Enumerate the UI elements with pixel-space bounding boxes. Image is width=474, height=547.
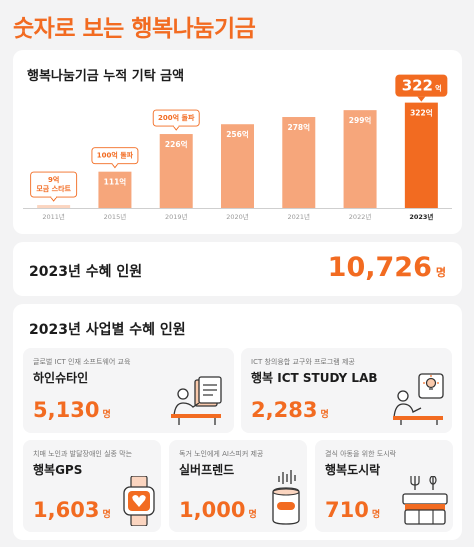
student-lightbulb-icon bbox=[393, 373, 444, 425]
x-tick-label-4: 2021년 bbox=[288, 212, 311, 221]
program-card-happy-lunchbox: 결식 아동을 위한 도시락 행복도시락 710 명 bbox=[315, 440, 453, 532]
chart-card: 2011년 111억 2015년 226억 2019년 256억 2020년 278억 2021… bbox=[13, 50, 462, 234]
bar-value-label-5: 299억 bbox=[349, 115, 372, 125]
milestone-pointer-2 bbox=[172, 125, 180, 131]
milestone-text-2-0: 200억 돌파 bbox=[158, 113, 195, 122]
program-value-unit: 명 bbox=[371, 510, 381, 520]
program-card-silver-friend: 독거 노인에게 AI스피커 제공 실버프렌드 1,000 명 bbox=[169, 440, 307, 532]
bar-2 bbox=[159, 134, 193, 208]
program-name: 행복GPS bbox=[33, 463, 83, 477]
bar-6 bbox=[404, 102, 438, 208]
x-tick-label-3: 2020년 bbox=[226, 212, 249, 221]
program-value-number: 2,283 bbox=[251, 398, 318, 422]
program-value-number: 1,000 bbox=[179, 498, 246, 522]
program-beneficiaries-title: 2023년 사업별 수혜 인원 bbox=[29, 322, 186, 338]
program-card-happy-gps: 치매 노인과 발달장애인 실종 막는 행복GPS 1,603 명 bbox=[23, 440, 161, 532]
milestone-text-0-0: 9억 bbox=[48, 175, 59, 184]
program-desc: 글로벌 ICT 인재 소프트웨어 교육 bbox=[33, 358, 131, 366]
program-desc: ICT 창의융합 교구와 프로그램 제공 bbox=[251, 358, 355, 366]
program-value-number: 5,130 bbox=[33, 398, 100, 422]
program-value-unit: 명 bbox=[102, 510, 111, 520]
program-value-unit: 명 bbox=[248, 510, 257, 520]
page-title: 숫자로 보는 행복나눔기금 bbox=[13, 16, 256, 42]
program-name: 행복도시락 bbox=[325, 463, 381, 477]
x-tick-label-0: 2011년 bbox=[42, 212, 65, 221]
program-desc: 독거 노인에게 AI스피커 제공 bbox=[179, 450, 264, 458]
highlight-value: 322 bbox=[402, 77, 433, 95]
program-value: 5,130 명 bbox=[33, 398, 111, 422]
program-name: 하인슈타인 bbox=[33, 371, 89, 385]
lunchbox-icon bbox=[402, 476, 448, 525]
bar-value-label-6: 322억 bbox=[410, 108, 433, 118]
bar-value-label-3: 256억 bbox=[226, 129, 249, 139]
program-value: 1,000 명 bbox=[179, 498, 257, 522]
program-desc: 치매 노인과 발달장애인 실종 막는 bbox=[33, 450, 133, 458]
program-value-unit: 명 bbox=[102, 410, 111, 420]
program-value-number: 710 bbox=[325, 498, 369, 522]
program-card-hainstein: 글로벌 ICT 인재 소프트웨어 교육 하인슈타인 5,130 명 bbox=[23, 348, 234, 433]
milestone-pointer-1 bbox=[111, 163, 119, 169]
bar-value-label-1: 111억 bbox=[104, 177, 127, 187]
program-name: 실버프렌드 bbox=[179, 463, 235, 477]
x-tick-label-5: 2022년 bbox=[349, 212, 372, 221]
program-name: 행복 ICT STUDY LAB bbox=[251, 371, 378, 385]
teacher-board-icon bbox=[171, 376, 222, 425]
program-card-ict-study-lab: ICT 창의융합 교구와 프로그램 제공 행복 ICT STUDY LAB 2,… bbox=[241, 348, 452, 433]
milestone-pointer-0 bbox=[50, 196, 58, 202]
total-beneficiaries-card: 2023년 수혜 인원 10,726 명 bbox=[13, 242, 462, 296]
gps-watch-icon bbox=[123, 476, 155, 526]
x-tick-label-2: 2019년 bbox=[165, 212, 188, 221]
chart-title: 행복나눔기금 누적 기탁 금액 bbox=[27, 69, 185, 84]
bar-4 bbox=[282, 117, 316, 208]
program-beneficiaries-card: 2023년 사업별 수혜 인원 글로벌 ICT 인재 소프트웨어 교육 하인슈타… bbox=[13, 304, 462, 540]
bar-value-label-4: 278억 bbox=[288, 122, 311, 132]
highlight-badge bbox=[395, 74, 448, 97]
cumulative-donation-chart: 2011년 111억 2015년 226억 2019년 256억 2020년 278억 2021… bbox=[23, 74, 452, 221]
program-value: 2,283 명 bbox=[251, 398, 329, 422]
bar-5 bbox=[343, 110, 377, 208]
program-value-number: 1,603 bbox=[33, 498, 100, 522]
x-tick-label-6: 2023년 bbox=[409, 212, 433, 221]
total-beneficiaries-title: 2023년 수혜 인원 bbox=[29, 264, 143, 280]
highlight-unit: 억 bbox=[435, 84, 441, 93]
total-value-unit: 명 bbox=[435, 266, 446, 279]
bar-0 bbox=[37, 205, 71, 208]
highlight-badge-pointer bbox=[417, 96, 426, 102]
milestone-text-1-0: 100억 돌파 bbox=[97, 151, 134, 160]
bar-value-label-2: 226억 bbox=[165, 139, 188, 149]
program-value: 1,603 명 bbox=[33, 498, 111, 522]
program-value-unit: 명 bbox=[320, 410, 329, 420]
total-value-number: 10,726 bbox=[327, 252, 432, 283]
ai-speaker-icon bbox=[272, 470, 300, 525]
bar-3 bbox=[221, 124, 254, 208]
bar-1 bbox=[98, 171, 132, 208]
program-desc: 결식 아동을 위한 도시락 bbox=[325, 450, 397, 458]
total-beneficiaries-value: 10,726 명 bbox=[328, 252, 446, 283]
x-tick-label-1: 2015년 bbox=[104, 212, 127, 221]
program-value: 710 명 bbox=[325, 498, 380, 522]
milestone-text-0-1: 모금 스타트 bbox=[36, 184, 71, 193]
